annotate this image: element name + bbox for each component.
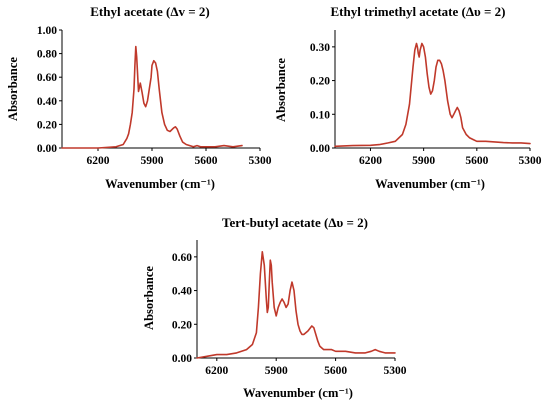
y-tick-label: 0.60 [172, 252, 192, 264]
x-tick-label: 5600 [465, 155, 488, 167]
chart-title-ethyl-acetate: Ethyl acetate (Δv = 2) [90, 4, 210, 19]
y-tick-label: 0.20 [172, 319, 192, 331]
x-tick-label: 6200 [87, 155, 110, 167]
x-axis-label-ethyl-trimethyl-acetate: Wavenumber (cm⁻¹) [375, 177, 485, 191]
y-tick-label: 1.00 [37, 25, 57, 37]
y-axis-label-ethyl-acetate: Absorbance [6, 57, 20, 121]
y-tick-label: 0.00 [37, 143, 57, 155]
series-line-ethyl-trimethyl-acetate [334, 42, 531, 148]
x-tick-label: 6200 [205, 365, 228, 377]
y-tick-label: 0.20 [37, 119, 57, 131]
x-axis-label-ethyl-acetate: Wavenumber (cm⁻¹) [105, 177, 215, 191]
chart-ethyl-trimethyl-acetate: Ethyl trimethyl acetate (Δυ = 2) Absorba… [274, 4, 542, 191]
y-tick-label: 0.30 [310, 42, 330, 54]
chart-ethyl-acetate: Ethyl acetate (Δv = 2) Absorbance Wavenu… [6, 4, 272, 191]
chart-title-tert-butyl-acetate: Tert-butyl acetate (Δυ = 2) [222, 215, 368, 230]
chart-title-ethyl-trimethyl-acetate: Ethyl trimethyl acetate (Δυ = 2) [330, 4, 505, 19]
y-tick-label: 0.20 [310, 76, 330, 88]
x-tick-label: 5900 [265, 365, 288, 377]
x-tick-label: 5300 [519, 155, 542, 167]
series-line-ethyl-acetate [61, 45, 243, 149]
x-tick-label: 5600 [324, 365, 347, 377]
plot-area-ethyl-trimethyl-acetate: 0.00 0.10 0.20 0.30 6200 5900 5600 5300 [310, 30, 542, 167]
series-line-tert-butyl-acetate [196, 251, 396, 359]
plot-area-tert-butyl-acetate: 0.00 0.20 0.40 0.60 6200 5900 5600 5300 [172, 240, 407, 377]
y-tick-label: 0.80 [37, 49, 57, 61]
y-tick-label: 0.10 [310, 109, 330, 121]
x-tick-label: 5600 [195, 155, 218, 167]
y-tick-label: 0.60 [37, 72, 57, 84]
chart-tert-butyl-acetate: Tert-butyl acetate (Δυ = 2) Absorbance W… [142, 215, 407, 400]
plot-area-ethyl-acetate: 0.00 0.20 0.40 0.60 0.80 1.00 6200 5900 5600 5300 [37, 25, 272, 167]
y-tick-label: 0.40 [37, 96, 57, 108]
y-tick-label: 0.00 [310, 143, 330, 155]
x-tick-label: 6200 [359, 155, 382, 167]
x-tick-label: 5300 [249, 155, 272, 167]
x-tick-label: 5900 [141, 155, 164, 167]
y-tick-label: 0.00 [172, 353, 192, 365]
x-tick-label: 5300 [384, 365, 407, 377]
y-axis-label-ethyl-trimethyl-acetate: Absorbance [274, 58, 288, 122]
x-axis-label-tert-butyl-acetate: Wavenumber (cm⁻¹) [243, 386, 353, 400]
y-axis-label-tert-butyl-acetate: Absorbance [142, 266, 156, 330]
x-tick-label: 5900 [412, 155, 435, 167]
y-tick-label: 0.40 [172, 286, 192, 298]
